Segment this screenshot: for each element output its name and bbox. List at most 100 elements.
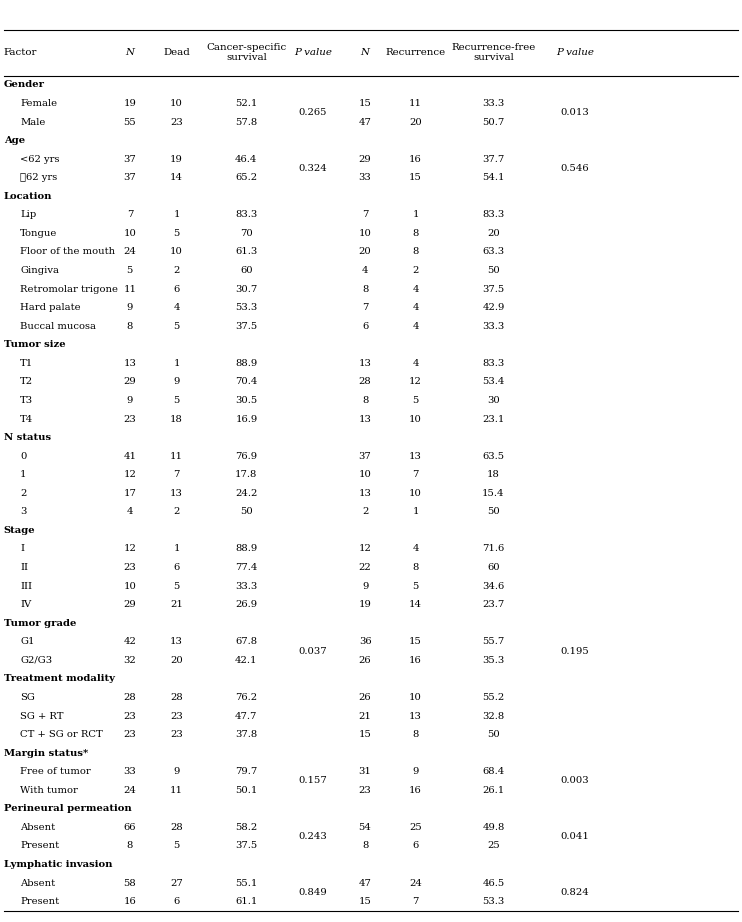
Text: 12: 12 bbox=[123, 470, 137, 479]
Text: G1: G1 bbox=[20, 637, 35, 646]
Text: 37.5: 37.5 bbox=[235, 842, 257, 850]
Text: 19: 19 bbox=[170, 155, 183, 163]
Text: 9: 9 bbox=[413, 767, 418, 776]
Text: 46.4: 46.4 bbox=[235, 155, 257, 163]
Text: 16: 16 bbox=[123, 897, 137, 906]
Text: 8: 8 bbox=[413, 247, 418, 256]
Text: 55.1: 55.1 bbox=[235, 879, 257, 888]
Text: 28: 28 bbox=[170, 693, 183, 702]
Text: 9: 9 bbox=[127, 303, 133, 313]
Text: 24: 24 bbox=[123, 247, 137, 256]
Text: Tumor size: Tumor size bbox=[4, 340, 65, 349]
Text: 0.243: 0.243 bbox=[299, 833, 327, 841]
Text: 13: 13 bbox=[170, 637, 183, 646]
Text: 23: 23 bbox=[123, 563, 137, 572]
Text: G2/G3: G2/G3 bbox=[20, 656, 52, 665]
Text: 65.2: 65.2 bbox=[235, 173, 257, 183]
Text: Tumor grade: Tumor grade bbox=[4, 619, 76, 628]
Text: 5: 5 bbox=[174, 396, 180, 405]
Text: 4: 4 bbox=[413, 303, 418, 313]
Text: 12: 12 bbox=[123, 545, 137, 553]
Text: 0.013: 0.013 bbox=[561, 108, 589, 117]
Text: 1: 1 bbox=[20, 470, 27, 479]
Text: Tongue: Tongue bbox=[20, 229, 57, 238]
Text: 54.1: 54.1 bbox=[482, 173, 505, 183]
Text: 37: 37 bbox=[123, 173, 137, 183]
Text: 47.7: 47.7 bbox=[235, 712, 257, 720]
Text: 6: 6 bbox=[362, 322, 368, 331]
Text: 8: 8 bbox=[127, 322, 133, 331]
Text: 23.1: 23.1 bbox=[482, 415, 505, 423]
Text: 70: 70 bbox=[240, 229, 253, 238]
Text: Present: Present bbox=[20, 897, 59, 906]
Text: 29: 29 bbox=[123, 600, 137, 609]
Text: 61.1: 61.1 bbox=[235, 897, 257, 906]
Text: 15.4: 15.4 bbox=[482, 489, 505, 498]
Text: 76.9: 76.9 bbox=[235, 452, 257, 461]
Text: 5: 5 bbox=[174, 582, 180, 591]
Text: 29: 29 bbox=[123, 377, 137, 386]
Text: 28: 28 bbox=[358, 377, 372, 386]
Text: 21: 21 bbox=[170, 600, 183, 609]
Text: 0.037: 0.037 bbox=[299, 646, 327, 656]
Text: 15: 15 bbox=[409, 173, 422, 183]
Text: 8: 8 bbox=[362, 396, 368, 405]
Text: 50: 50 bbox=[240, 507, 253, 516]
Text: T2: T2 bbox=[20, 377, 33, 386]
Text: 1: 1 bbox=[174, 359, 180, 368]
Text: 4: 4 bbox=[127, 507, 133, 516]
Text: 19: 19 bbox=[358, 600, 372, 609]
Text: 19: 19 bbox=[123, 99, 137, 108]
Text: Margin status*: Margin status* bbox=[4, 749, 88, 758]
Text: 1: 1 bbox=[174, 545, 180, 553]
Text: ≢62 yrs: ≢62 yrs bbox=[20, 173, 57, 183]
Text: 0: 0 bbox=[20, 452, 27, 461]
Text: N status: N status bbox=[4, 433, 51, 442]
Text: 0.324: 0.324 bbox=[299, 164, 327, 173]
Text: 27: 27 bbox=[170, 879, 183, 888]
Text: 13: 13 bbox=[170, 489, 183, 498]
Text: 67.8: 67.8 bbox=[235, 637, 257, 646]
Text: 53.3: 53.3 bbox=[482, 897, 505, 906]
Text: 42.1: 42.1 bbox=[235, 656, 257, 665]
Text: SG: SG bbox=[20, 693, 35, 702]
Text: Free of tumor: Free of tumor bbox=[20, 767, 91, 776]
Text: 33.3: 33.3 bbox=[482, 322, 505, 331]
Text: 28: 28 bbox=[170, 823, 183, 832]
Text: 23: 23 bbox=[170, 730, 183, 739]
Text: Stage: Stage bbox=[4, 526, 36, 535]
Text: 24: 24 bbox=[123, 786, 137, 795]
Text: 10: 10 bbox=[170, 247, 183, 256]
Text: 23.7: 23.7 bbox=[482, 600, 505, 609]
Text: 2: 2 bbox=[174, 507, 180, 516]
Text: N: N bbox=[125, 48, 134, 57]
Text: 12: 12 bbox=[358, 545, 372, 553]
Text: 21: 21 bbox=[358, 712, 372, 720]
Text: 14: 14 bbox=[409, 600, 422, 609]
Text: Absent: Absent bbox=[20, 879, 55, 888]
Text: Gender: Gender bbox=[4, 80, 45, 89]
Text: 42: 42 bbox=[123, 637, 137, 646]
Text: 4: 4 bbox=[413, 285, 418, 293]
Text: 0.003: 0.003 bbox=[561, 776, 589, 786]
Text: SG + RT: SG + RT bbox=[20, 712, 64, 720]
Text: 17: 17 bbox=[123, 489, 137, 498]
Text: 11: 11 bbox=[170, 786, 183, 795]
Text: 22: 22 bbox=[358, 563, 372, 572]
Text: 61.3: 61.3 bbox=[235, 247, 257, 256]
Text: <62 yrs: <62 yrs bbox=[20, 155, 59, 163]
Text: CT + SG or RCT: CT + SG or RCT bbox=[20, 730, 103, 739]
Text: 76.2: 76.2 bbox=[235, 693, 257, 702]
Text: Male: Male bbox=[20, 117, 45, 126]
Text: 26: 26 bbox=[358, 656, 372, 665]
Text: 30.5: 30.5 bbox=[235, 396, 257, 405]
Text: 79.7: 79.7 bbox=[235, 767, 257, 776]
Text: 23: 23 bbox=[170, 117, 183, 126]
Text: 26: 26 bbox=[358, 693, 372, 702]
Text: 77.4: 77.4 bbox=[235, 563, 257, 572]
Text: T4: T4 bbox=[20, 415, 33, 423]
Text: 6: 6 bbox=[174, 285, 180, 293]
Text: P value: P value bbox=[294, 48, 332, 57]
Text: 41: 41 bbox=[123, 452, 137, 461]
Text: 8: 8 bbox=[127, 842, 133, 850]
